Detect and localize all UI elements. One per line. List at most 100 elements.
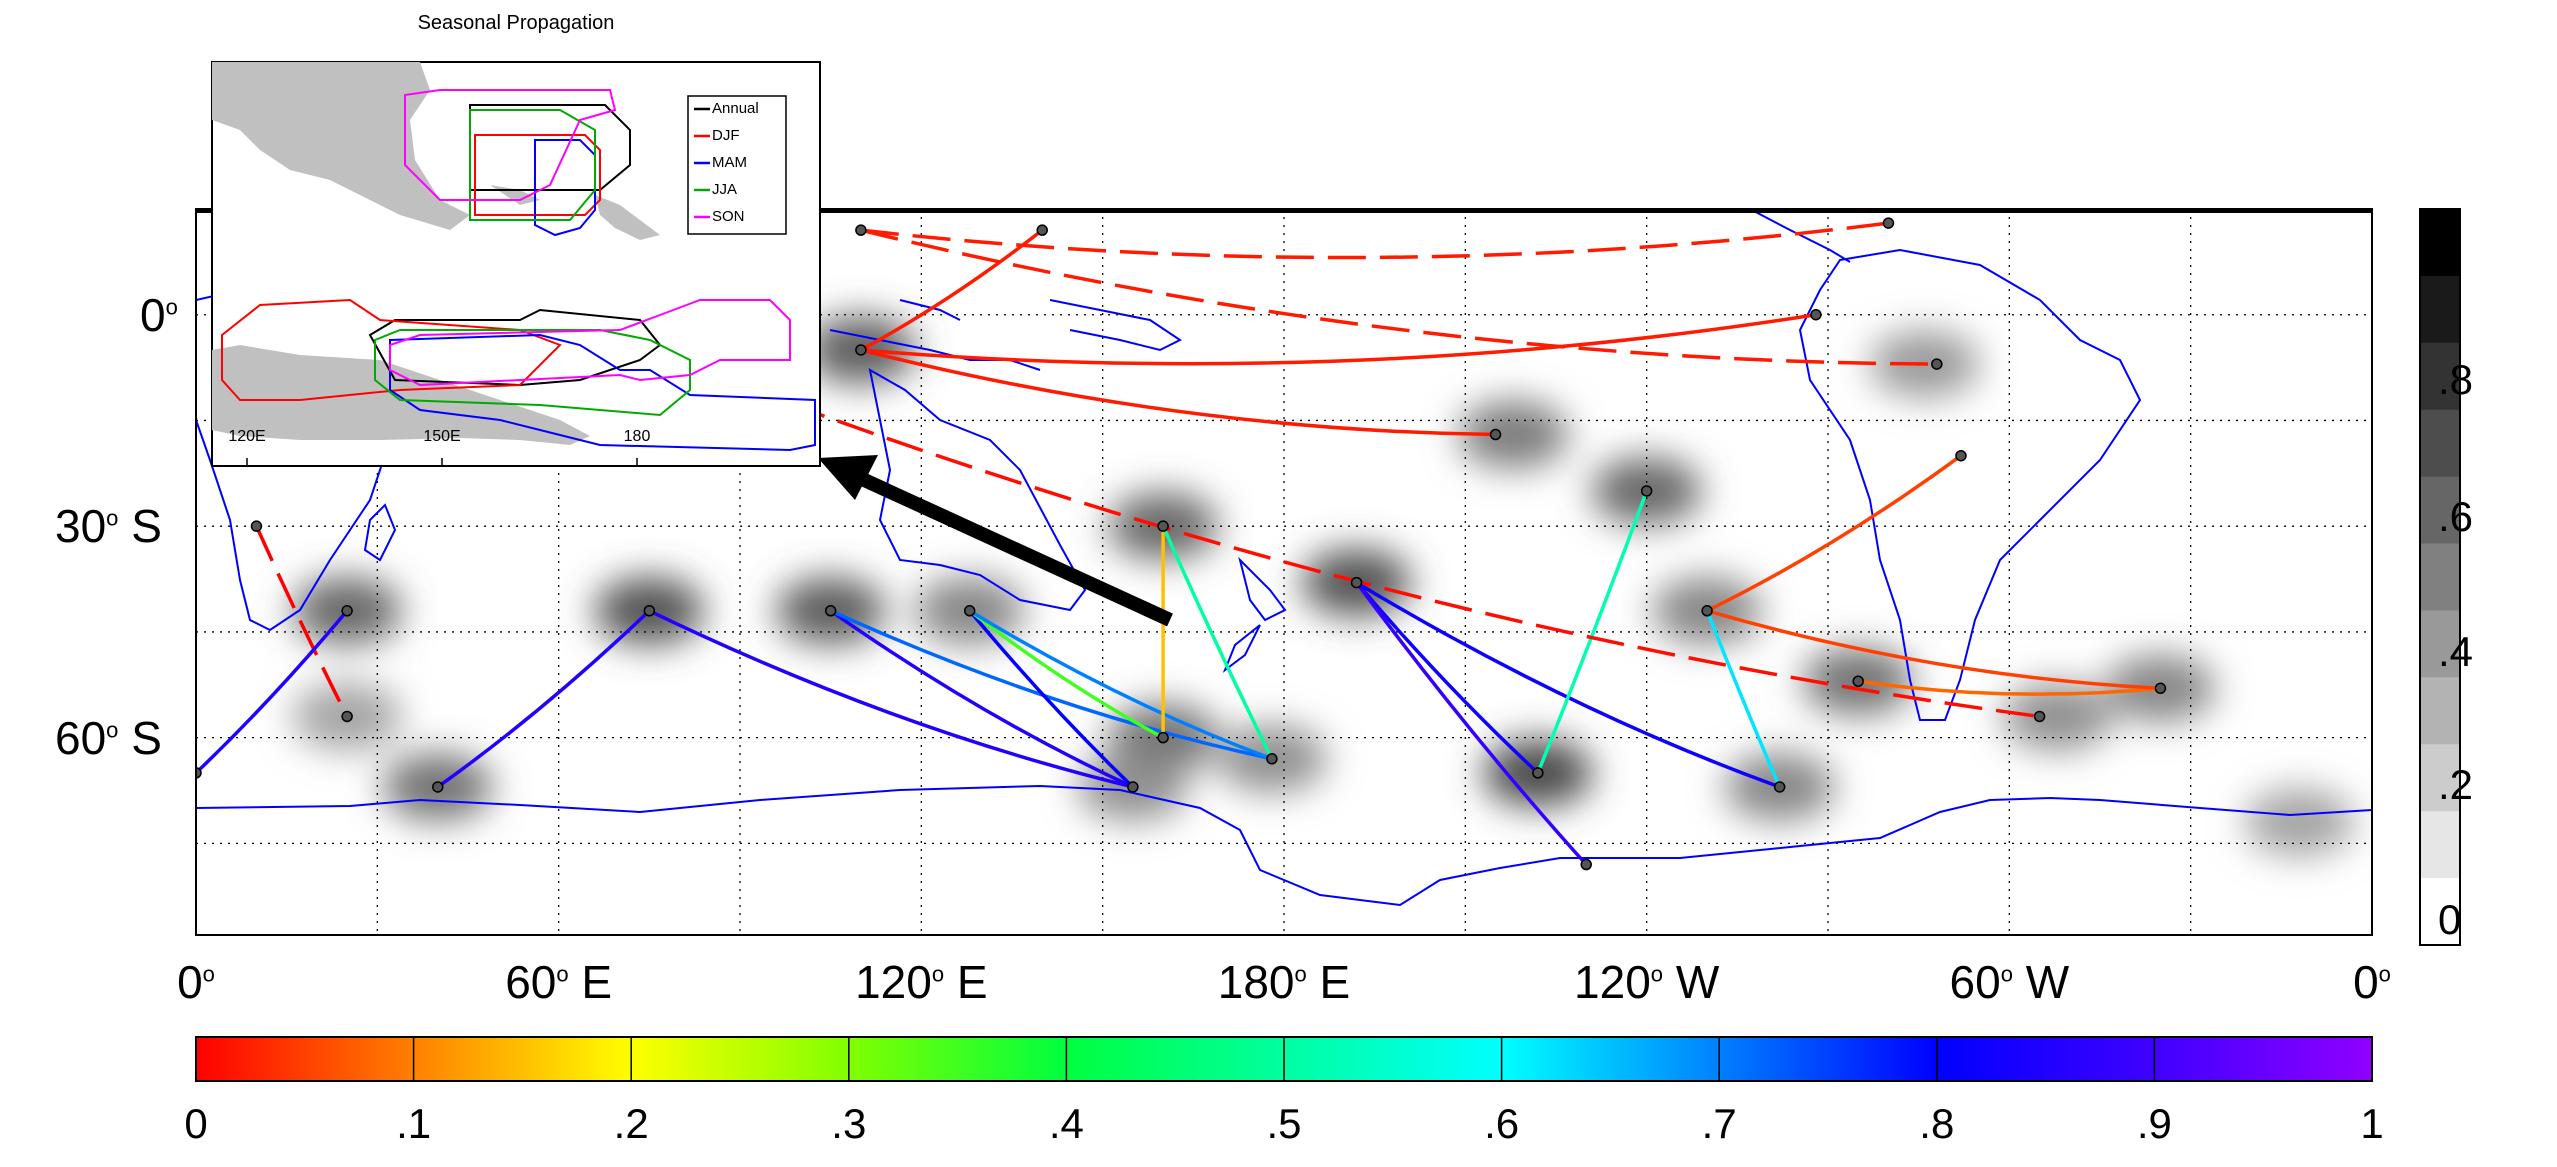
propagation-nodes — [196, 217, 2167, 871]
right-colorbar-segment — [2420, 209, 2460, 277]
propagation-node — [1350, 576, 1363, 589]
south-america-coast — [1798, 248, 2142, 721]
right-colorbar-label-08: .8 — [2438, 356, 2474, 403]
intensity-blob — [2002, 682, 2113, 751]
propagation-link — [739, 383, 2040, 719]
right-colorbar-label-02: .2 — [2438, 761, 2474, 808]
map-y-tick-label: 30o S — [55, 500, 162, 553]
inset-xtick-150e: 150E — [423, 428, 461, 445]
propagation-node — [1532, 767, 1544, 779]
bottom-colorbar-label: .6 — [1484, 1100, 1520, 1147]
right-colorbar-segment — [2420, 811, 2460, 879]
right-colorbar-segment — [2420, 744, 2460, 812]
right-colorbar-label-04: .4 — [2438, 628, 2474, 675]
inset-pointer-arrow — [818, 455, 1173, 627]
inset-outline-djf-north — [474, 134, 601, 216]
propagation-node — [1157, 731, 1169, 744]
inset-xtick-180: 180 — [623, 428, 651, 445]
propagation-node — [1955, 449, 1967, 462]
inset-outline-son-south — [389, 299, 791, 387]
propagation-node — [1852, 675, 1864, 688]
propagation-node — [250, 520, 263, 532]
inset-land-islands — [490, 185, 660, 240]
propagation-link — [1161, 525, 1274, 760]
propagation-link — [1857, 679, 2161, 696]
propagation-link — [1355, 581, 1588, 866]
propagation-node — [824, 605, 837, 617]
propagation-node — [643, 605, 656, 617]
inset-legend — [687, 95, 787, 235]
propagation-link — [1705, 610, 1782, 788]
legend-label-jja: JJA — [712, 181, 738, 198]
antarctica-coast — [196, 784, 2372, 907]
inset-title: Seasonal Propagation — [417, 12, 615, 34]
inset-map — [211, 61, 821, 467]
inset-xtick-120e: 120E — [228, 428, 266, 445]
propagation-links — [196, 221, 2161, 866]
intensity-blob — [2244, 788, 2355, 857]
central-america-coast — [1749, 209, 1851, 263]
right-colorbar — [2419, 208, 2461, 946]
map-x-tick-label: 0o — [2353, 956, 2391, 1008]
legend-label-mam: MAM — [712, 154, 747, 171]
propagation-node — [1157, 520, 1169, 532]
propagation-node — [1266, 753, 1278, 765]
propagation-node — [1640, 485, 1653, 497]
bottom-colorbar-label: .5 — [1266, 1100, 1302, 1147]
bottom-colorbar-label: .1 — [396, 1100, 432, 1147]
propagation-node — [432, 781, 444, 793]
propagation-link — [860, 348, 1496, 437]
propagation-link — [196, 609, 349, 775]
inset-legend-box — [687, 95, 787, 235]
propagation-node — [1701, 605, 1713, 617]
propagation-node — [855, 224, 867, 236]
propagation-link — [968, 609, 1273, 761]
right-colorbar-frame — [2419, 208, 2461, 946]
bottom-colorbar-label: 0 — [184, 1100, 208, 1147]
bottom-colorbar-label: .8 — [1919, 1100, 1955, 1147]
propagation-node — [2154, 682, 2167, 695]
propagation-node — [1489, 428, 1502, 441]
right-colorbar-segment — [2420, 610, 2460, 678]
inset-legend-lines — [694, 107, 710, 219]
map-x-tick-label: 0o — [177, 956, 215, 1008]
propagation-link — [829, 609, 1273, 761]
right-colorbar-segment — [2420, 409, 2460, 478]
inset-outline-jja-north — [469, 109, 596, 221]
intensity-blob — [1458, 400, 1569, 469]
propagation-node — [1580, 858, 1592, 871]
propagation-link — [1706, 609, 2161, 691]
propagation-node — [196, 767, 202, 779]
new-zealand-coast — [1222, 556, 1287, 673]
map-y-tick-label: 60o S — [55, 711, 162, 764]
propagation-link — [254, 525, 349, 718]
propagation-node — [1127, 781, 1139, 793]
inset-x-ticks — [246, 458, 638, 466]
propagation-link — [829, 609, 1134, 789]
propagation-link — [968, 609, 1135, 789]
propagation-node — [963, 605, 976, 617]
propagation-node — [341, 710, 353, 723]
map-x-tick-label: 120o E — [855, 956, 988, 1008]
propagation-link — [436, 609, 651, 789]
right-colorbar-segment — [2420, 476, 2460, 545]
bottom-colorbar-label: .2 — [613, 1100, 649, 1147]
madagascar-coast — [363, 503, 397, 562]
inset-outline-mam-north — [534, 139, 596, 237]
inset-outline-djf-south — [221, 298, 562, 401]
inset-legend-labels: Annual DJF MAM JJA SON — [712, 100, 792, 234]
bottom-colorbar-label: .9 — [2136, 1100, 2172, 1147]
bottom-colorbar — [195, 1036, 2373, 1082]
propagation-node — [1810, 308, 1822, 321]
map-frame — [195, 208, 2373, 936]
inset-season-outlines — [221, 89, 816, 452]
right-colorbar-label-06: .6 — [2438, 493, 2474, 540]
propagation-node — [1036, 224, 1048, 236]
inset-outline-mam-south — [389, 333, 816, 452]
propagation-node — [341, 605, 353, 617]
map-x-tick-label: 60o E — [505, 956, 613, 1008]
right-colorbar-segment — [2420, 878, 2460, 946]
right-colorbar-segment — [2420, 543, 2460, 611]
inset-outline-son-north — [404, 89, 617, 201]
